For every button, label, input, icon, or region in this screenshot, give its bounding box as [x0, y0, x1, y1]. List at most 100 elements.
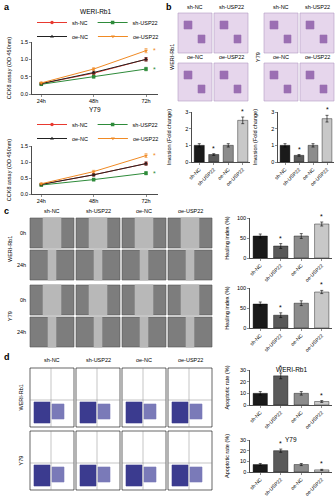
- svg-text:sh-USP22: sh-USP22: [263, 332, 284, 353]
- svg-text:24h: 24h: [17, 262, 26, 268]
- svg-text:oe-NC: oe-NC: [216, 166, 231, 181]
- svg-text:b: b: [166, 2, 172, 12]
- svg-text:oe-NC: oe-NC: [72, 34, 88, 40]
- svg-text:WERI-Rb1: WERI-Rb1: [169, 44, 175, 70]
- svg-text:30: 30: [240, 437, 246, 443]
- svg-text:sh-NC: sh-NC: [248, 476, 263, 491]
- svg-text:1.5: 1.5: [21, 143, 29, 149]
- svg-text:Apoptotic rate (%): Apoptotic rate (%): [224, 434, 230, 478]
- svg-text:*: *: [212, 145, 215, 152]
- svg-text:sh-NC: sh-NC: [248, 409, 263, 424]
- svg-text:10: 10: [240, 390, 246, 396]
- svg-text:oe-NC: oe-NC: [289, 262, 304, 277]
- svg-text:sh-USP22: sh-USP22: [133, 20, 158, 26]
- svg-text:48h: 48h: [89, 98, 98, 104]
- svg-text:*: *: [241, 108, 244, 115]
- svg-text:oe-USP22: oe-USP22: [178, 208, 203, 214]
- svg-text:oe-USP22: oe-USP22: [219, 54, 244, 60]
- svg-text:oe-NC: oe-NC: [136, 357, 152, 363]
- svg-text:Y79: Y79: [255, 52, 261, 62]
- svg-text:sh-USP22: sh-USP22: [281, 166, 302, 187]
- svg-text:24h: 24h: [37, 198, 46, 204]
- svg-text:1.0: 1.0: [21, 56, 29, 62]
- svg-text:*: *: [153, 170, 156, 177]
- svg-text:0: 0: [185, 159, 188, 165]
- svg-text:3: 3: [271, 109, 274, 115]
- svg-text:0h: 0h: [20, 297, 26, 303]
- svg-text:0h: 0h: [20, 230, 26, 236]
- svg-text:oe-NC: oe-NC: [289, 476, 304, 491]
- svg-text:*: *: [298, 146, 301, 153]
- svg-text:*: *: [320, 460, 323, 467]
- svg-text:0.0: 0.0: [21, 191, 29, 197]
- svg-text:WERI-Rb1: WERI-Rb1: [276, 366, 307, 373]
- svg-text:*: *: [153, 66, 156, 73]
- svg-text:*: *: [279, 304, 282, 311]
- svg-text:sh-USP22: sh-USP22: [86, 208, 111, 214]
- svg-text:sh-USP22: sh-USP22: [196, 166, 217, 187]
- svg-text:WERI-Rb1: WERI-Rb1: [80, 8, 111, 15]
- svg-text:1: 1: [185, 142, 188, 148]
- svg-text:*: *: [320, 392, 323, 399]
- svg-text:*: *: [326, 106, 329, 113]
- svg-text:oe-USP22: oe-USP22: [304, 332, 325, 353]
- svg-text:sh-NC: sh-NC: [273, 166, 288, 181]
- svg-text:2: 2: [271, 126, 274, 132]
- svg-text:sh-NC: sh-NC: [248, 332, 263, 347]
- svg-text:oe-USP22: oe-USP22: [304, 262, 325, 283]
- svg-text:oe-NC: oe-NC: [273, 54, 289, 60]
- svg-text:CCK8 assay (OD 450nm): CCK8 assay (OD 450nm): [6, 139, 12, 202]
- svg-text:48h: 48h: [89, 198, 98, 204]
- svg-text:sh-NC: sh-NC: [187, 4, 203, 10]
- svg-text:sh-NC: sh-NC: [273, 4, 289, 10]
- svg-text:0: 0: [243, 402, 246, 408]
- svg-text:WERI-Rb1: WERI-Rb1: [7, 236, 13, 262]
- svg-text:*: *: [279, 364, 282, 371]
- svg-text:oe-USP22: oe-USP22: [225, 166, 246, 187]
- svg-text:10: 10: [240, 458, 246, 464]
- svg-text:oe-NC: oe-NC: [289, 409, 304, 424]
- svg-text:1.5: 1.5: [21, 39, 29, 45]
- svg-text:Apoptotic rate (%): Apoptotic rate (%): [224, 365, 230, 409]
- svg-text:oe-USP22: oe-USP22: [133, 136, 158, 142]
- svg-text:0.5: 0.5: [21, 175, 29, 181]
- svg-text:72h: 72h: [141, 98, 150, 104]
- svg-text:oe-NC: oe-NC: [187, 54, 203, 60]
- svg-text:24h: 24h: [17, 329, 26, 335]
- svg-text:Y79: Y79: [89, 106, 101, 113]
- svg-text:CCK8 assay (OD 450nm): CCK8 assay (OD 450nm): [6, 37, 12, 100]
- svg-text:oe-USP22: oe-USP22: [309, 166, 330, 187]
- svg-text:sh-USP22: sh-USP22: [305, 4, 330, 10]
- svg-text:Invasion (Fold change): Invasion (Fold change): [166, 109, 172, 165]
- svg-text:sh-NC: sh-NC: [72, 122, 88, 128]
- svg-text:sh-NC: sh-NC: [72, 20, 88, 26]
- svg-text:72h: 72h: [141, 198, 150, 204]
- svg-text:oe-USP22: oe-USP22: [304, 409, 325, 430]
- svg-text:100: 100: [237, 215, 246, 221]
- svg-text:20: 20: [240, 379, 246, 385]
- svg-text:Y79: Y79: [285, 436, 297, 443]
- svg-text:sh-NC: sh-NC: [187, 166, 202, 181]
- svg-text:oe-USP22: oe-USP22: [178, 357, 203, 363]
- svg-text:d: d: [4, 352, 10, 362]
- svg-text:sh-NC: sh-NC: [44, 357, 60, 363]
- svg-text:0: 0: [243, 469, 246, 475]
- svg-text:sh-USP22: sh-USP22: [263, 409, 284, 430]
- svg-text:sh-USP22: sh-USP22: [263, 262, 284, 283]
- svg-text:oe-USP22: oe-USP22: [133, 34, 158, 40]
- svg-text:0: 0: [271, 159, 274, 165]
- svg-text:Healing index (%): Healing index (%): [224, 286, 230, 330]
- svg-text:WERI-Rb1: WERI-Rb1: [18, 384, 24, 410]
- svg-text:20: 20: [240, 448, 246, 454]
- svg-text:Y79: Y79: [7, 311, 13, 321]
- svg-text:oe-NC: oe-NC: [301, 166, 316, 181]
- svg-text:1: 1: [271, 142, 274, 148]
- svg-text:sh-USP22: sh-USP22: [86, 357, 111, 363]
- svg-text:Invasion (Fold change): Invasion (Fold change): [252, 109, 258, 165]
- svg-text:0: 0: [243, 325, 246, 331]
- svg-text:oe-USP22: oe-USP22: [305, 54, 330, 60]
- svg-text:30: 30: [240, 367, 246, 373]
- svg-text:sh-NC: sh-NC: [44, 208, 60, 214]
- svg-text:sh-NC: sh-NC: [248, 262, 263, 277]
- svg-text:sh-USP22: sh-USP22: [219, 4, 244, 10]
